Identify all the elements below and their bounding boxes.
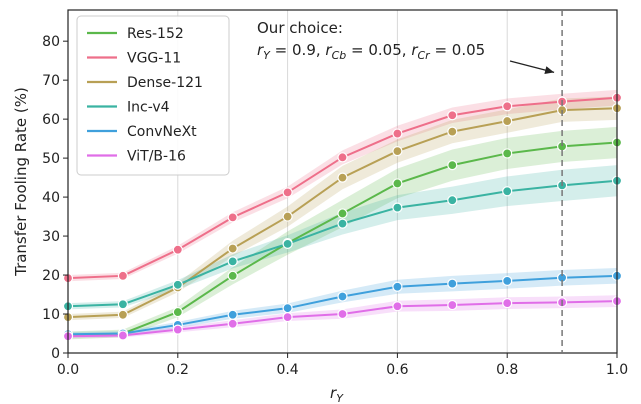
point-vgg-11-7 — [447, 110, 458, 121]
point-convnext-6 — [392, 281, 403, 292]
y-tick-label-10: 10 — [42, 307, 60, 323]
point-inc-v4-8 — [502, 186, 513, 197]
x-tick-label-0.8: 0.8 — [496, 362, 518, 378]
point-convnext-5 — [337, 291, 348, 302]
y-tick-label-50: 50 — [42, 151, 60, 167]
point-vit-b-16-1 — [117, 330, 129, 341]
x-tick-label-0.6: 0.6 — [386, 362, 408, 378]
point-vgg-11-2 — [172, 244, 183, 255]
point-dense-121-7 — [447, 126, 458, 137]
legend-label-res-152: Res-152 — [127, 26, 184, 42]
point-inc-v4-1 — [117, 299, 129, 310]
y-tick-label-0: 0 — [51, 346, 60, 362]
point-res-152-6 — [392, 178, 403, 189]
point-vgg-11-6 — [392, 128, 403, 139]
point-inc-v4-3 — [227, 256, 238, 267]
point-vgg-11-5 — [337, 152, 348, 163]
point-inc-v4-5 — [337, 218, 348, 229]
annotation-arrow-head — [544, 66, 555, 74]
point-vit-b-16-3 — [227, 318, 238, 329]
point-vit-b-16-6 — [392, 301, 403, 312]
axes: rY Transfer Fooling Rate (%) — [12, 9, 618, 404]
point-vit-b-16-4 — [282, 312, 293, 323]
point-res-152-3 — [227, 270, 238, 281]
x-tick-label-1.0: 1.0 — [606, 362, 628, 378]
point-vgg-11-4 — [282, 187, 293, 198]
point-inc-v4-6 — [392, 202, 403, 213]
point-dense-121-8 — [502, 115, 513, 127]
point-vit-b-16-7 — [447, 299, 458, 311]
point-dense-121-3 — [227, 243, 238, 254]
x-tick-label-0.4: 0.4 — [276, 362, 298, 378]
band-dense-121 — [68, 96, 617, 321]
x-axis-label: rY — [330, 384, 344, 404]
y-tick-label-20: 20 — [42, 268, 60, 284]
point-res-152-5 — [337, 208, 348, 219]
point-vgg-11-3 — [227, 212, 238, 223]
point-dense-121-1 — [117, 309, 129, 320]
annotation-title: Our choice: — [257, 19, 343, 37]
point-res-152-2 — [172, 306, 183, 318]
legend-label-convnext: ConvNeXt — [127, 124, 197, 140]
x-tick-label-0.2: 0.2 — [167, 362, 189, 378]
point-inc-v4-2 — [172, 279, 183, 290]
y-tick-label-60: 60 — [42, 112, 60, 128]
y-tick-label-80: 80 — [42, 34, 60, 50]
point-convnext-3 — [227, 309, 238, 320]
plot-frame — [67, 9, 618, 354]
annotation-formula: rY = 0.9, rCb = 0.05, rCr = 0.05 — [257, 41, 485, 62]
point-dense-121-5 — [337, 172, 348, 183]
point-res-152-8 — [502, 148, 513, 159]
point-vit-b-16-5 — [337, 308, 348, 320]
point-convnext-8 — [502, 275, 513, 286]
point-vgg-11-1 — [117, 270, 129, 281]
y-axis-label: Transfer Fooling Rate (%) — [12, 87, 30, 277]
point-res-152-7 — [447, 160, 458, 171]
legend-label-vgg-11: VGG-11 — [127, 51, 181, 67]
point-inc-v4-7 — [447, 195, 458, 206]
y-tick-label-70: 70 — [42, 73, 60, 89]
ticks: 0.0 0.2 0.4 0.6 0.8 1.0 0 10 20 30 40 50 60 70 80 — [42, 34, 628, 378]
point-dense-121-6 — [392, 145, 403, 157]
legend-label-inc-v4: Inc-v4 — [127, 100, 170, 116]
y-tick-label-40: 40 — [42, 190, 60, 206]
legend-label-vit-b-16: ViT/B-16 — [127, 149, 186, 165]
legend-label-dense-121: Dense-121 — [127, 75, 203, 91]
x-tick-label-0.0: 0.0 — [57, 362, 79, 378]
point-vit-b-16-2 — [172, 324, 183, 335]
point-dense-121-4 — [282, 211, 293, 222]
point-inc-v4-4 — [282, 238, 293, 249]
point-convnext-4 — [282, 303, 293, 314]
y-tick-label-30: 30 — [42, 229, 60, 245]
legend: Res-152 VGG-11 Dense-121 Inc-v4 ConvNeXt ViT/… — [76, 15, 230, 176]
point-vit-b-16-8 — [502, 298, 513, 309]
legend-box — [76, 15, 230, 176]
point-vgg-11-8 — [502, 101, 513, 112]
point-convnext-7 — [447, 278, 458, 289]
annotation: Our choice: rY = 0.9, rCb = 0.05, rCr = 0… — [257, 10, 563, 353]
